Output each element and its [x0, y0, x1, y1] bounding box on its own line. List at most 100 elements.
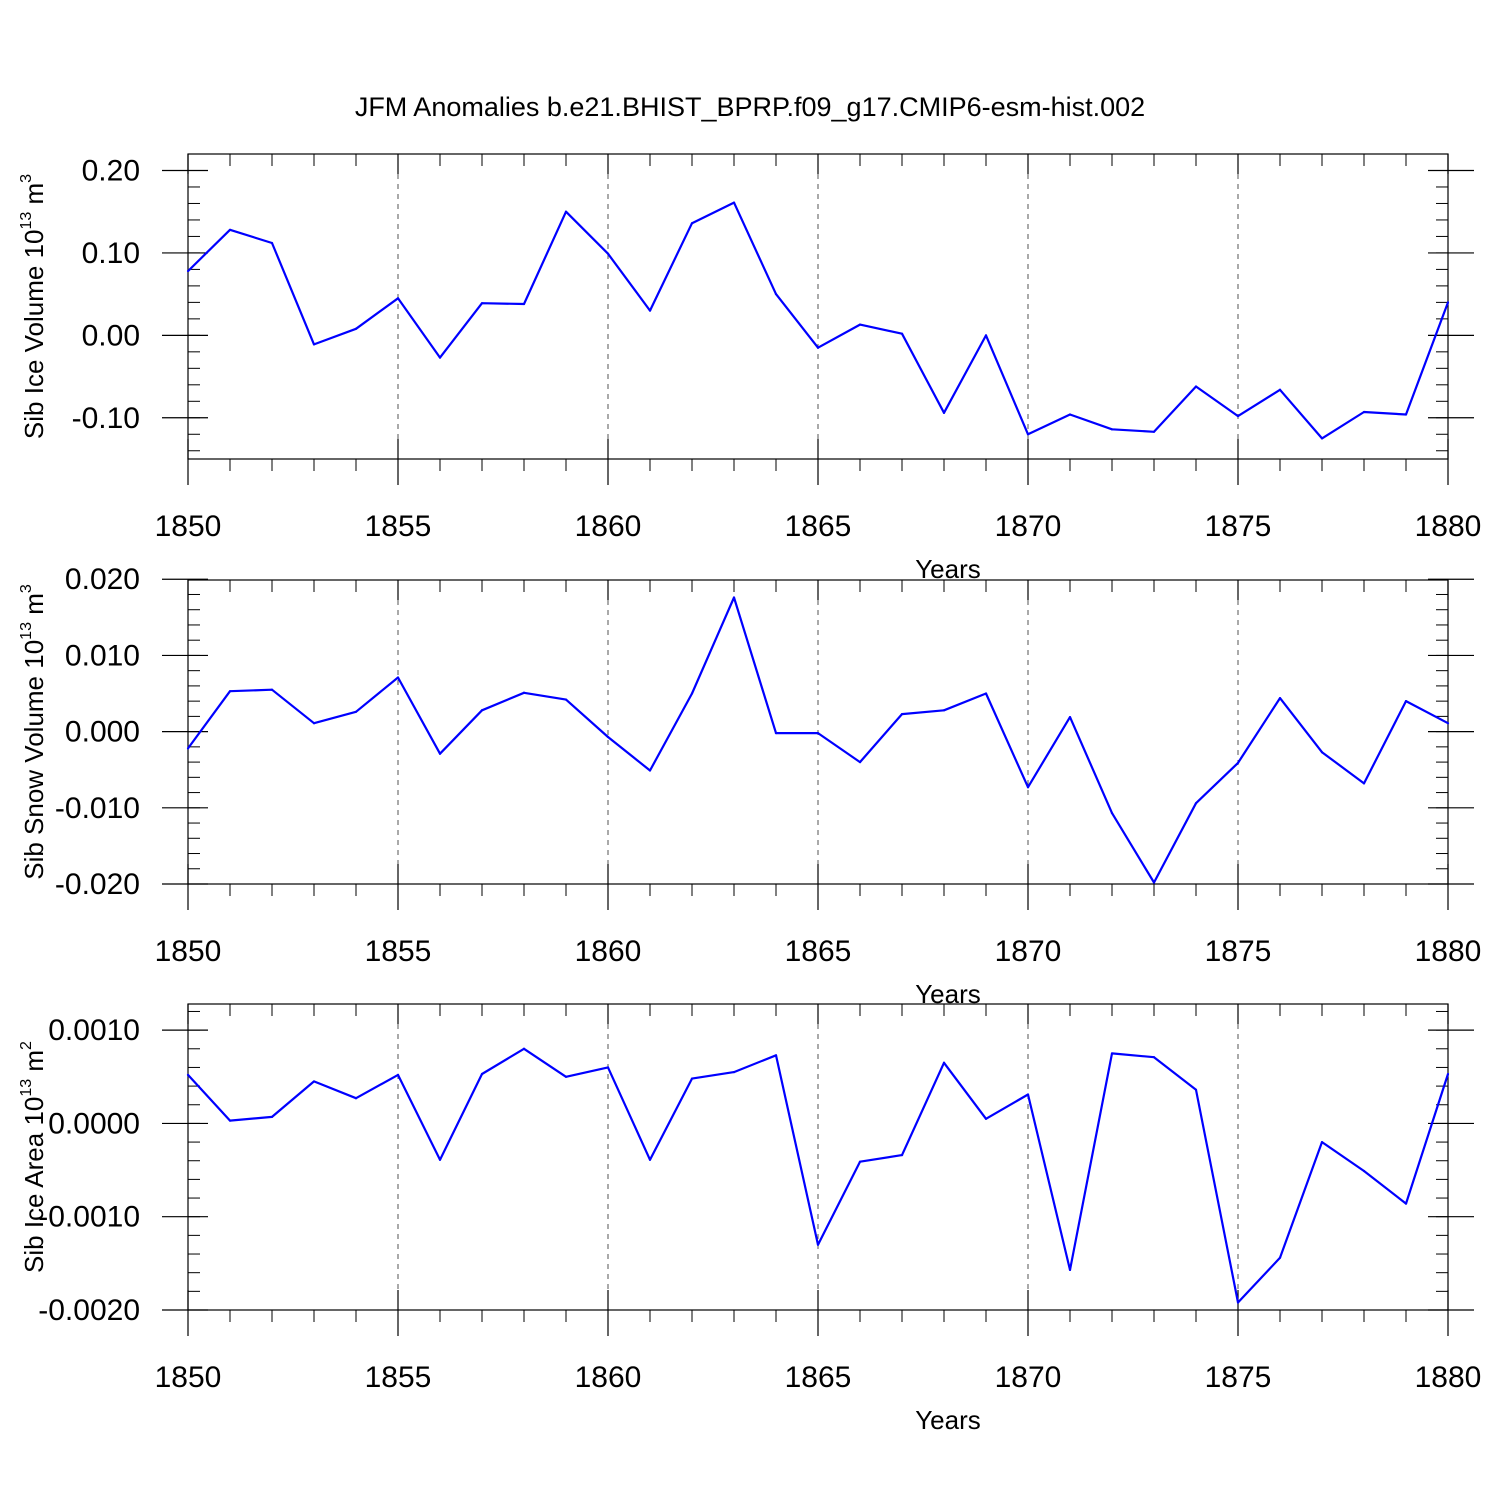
x-tick-label: 1875 [1205, 1361, 1272, 1394]
data-point [816, 346, 820, 349]
data-point [732, 596, 736, 599]
data-point [816, 732, 820, 735]
data-point [942, 1061, 946, 1064]
data-point [1068, 1268, 1072, 1271]
data-point [1446, 301, 1450, 304]
data-point [312, 1080, 316, 1083]
data-point [1446, 722, 1450, 725]
data-point [900, 1154, 904, 1157]
x-tick-label: 1860 [575, 1361, 642, 1394]
data-point [606, 252, 610, 255]
data-point [1320, 1140, 1324, 1144]
data-point [270, 241, 274, 245]
x-tick-label: 1870 [995, 510, 1062, 543]
x-tick-label: 1870 [995, 1361, 1062, 1394]
data-point [900, 332, 904, 335]
data-point [522, 691, 526, 694]
data-point [732, 1071, 736, 1074]
data-point [816, 1243, 820, 1246]
data-point [606, 735, 610, 739]
data-point [312, 343, 316, 346]
data-point [732, 201, 736, 204]
y-tick-label: 0.0000 [48, 1107, 140, 1140]
x-tick-label: 1875 [1205, 935, 1272, 968]
x-tick-label: 1850 [155, 1361, 222, 1394]
data-point [438, 752, 442, 755]
data-point [522, 302, 526, 306]
data-point [984, 334, 988, 337]
data-point [480, 1072, 484, 1076]
x-tick-label: 1865 [785, 935, 852, 968]
data-point [480, 709, 484, 712]
x-axis-label: Years [915, 1405, 981, 1435]
data-point [606, 1066, 610, 1069]
x-tick-label: 1855 [365, 935, 432, 968]
data-point [774, 293, 778, 296]
data-point [1026, 433, 1030, 436]
panel-ice-volume: 0.20 0.10 0.00 -0.10 1850 1855 1860 1865 1870 187… [18, 153, 1481, 584]
data-point [858, 323, 862, 326]
x-tick-label: 1855 [365, 1361, 432, 1394]
panel-snow-volume: 0.020 0.010 0.000 -0.010 -0.020 1850 1855 1860 1… [18, 563, 1481, 1009]
y-tick-label: -0.0020 [38, 1294, 140, 1327]
y-tick-label: 0.000 [65, 716, 140, 749]
data-point [942, 411, 946, 414]
data-point [984, 692, 988, 695]
data-point [648, 769, 652, 772]
data-point [1236, 761, 1240, 764]
data-point [354, 327, 358, 330]
data-point [1320, 437, 1324, 440]
data-point [1110, 1052, 1114, 1055]
x-tick-label: 1860 [575, 935, 642, 968]
x-tick-label: 1850 [155, 510, 222, 543]
data-point [858, 760, 862, 764]
data-point [648, 309, 652, 312]
data-point [1362, 410, 1366, 414]
x-tick-label: 1880 [1415, 935, 1482, 968]
data-point [648, 1158, 652, 1161]
data-point [690, 222, 694, 225]
data-point [270, 1115, 274, 1118]
x-tick-label: 1875 [1205, 510, 1272, 543]
data-point [1446, 1072, 1450, 1076]
data-point [690, 692, 694, 695]
x-tick-label: 1860 [575, 510, 642, 543]
data-point [228, 1119, 232, 1122]
y-axis-label: Sib Snow Volume 1013 m3 [18, 584, 49, 880]
y-axis-label: Sib Ice Area 1013 m2 [18, 1041, 49, 1273]
y-tick-label: 0.010 [65, 639, 140, 672]
data-point [1152, 881, 1156, 884]
data-point [1152, 1056, 1156, 1059]
data-point [1026, 786, 1030, 789]
data-point [1110, 428, 1114, 431]
data-point [1194, 1088, 1198, 1091]
data-point [1152, 430, 1156, 433]
x-tick-label: 1865 [785, 510, 852, 543]
data-point [396, 1073, 400, 1077]
data-point [1026, 1093, 1030, 1096]
panel-ice-area: 0.0010 0.0000 -0.0010 -0.0020 1850 1855 1860 18… [18, 1003, 1481, 1435]
chart-title: JFM Anomalies b.e21.BHIST_BPRP.f09_g17.C… [355, 92, 1145, 122]
y-tick-label: -0.0010 [38, 1201, 140, 1234]
y-tick-label: -0.020 [55, 868, 140, 901]
data-point [564, 1075, 568, 1078]
x-tick-label: 1850 [155, 935, 222, 968]
data-point [396, 297, 400, 300]
x-tick-label: 1865 [785, 1361, 852, 1394]
data-point [312, 722, 316, 725]
x-tick-label: 1870 [995, 935, 1062, 968]
y-tick-label: 0.0010 [48, 1014, 140, 1047]
data-point [1404, 700, 1408, 703]
data-point [1320, 751, 1324, 754]
y-axis-label: Sib Ice Volume 1013 m3 [18, 174, 49, 439]
data-point [942, 709, 946, 712]
data-point [438, 1158, 442, 1161]
data-point [186, 269, 190, 273]
data-point [354, 1097, 358, 1100]
data-point [1236, 415, 1240, 418]
data-point [1236, 1301, 1240, 1304]
y-tick-label: 0.20 [82, 154, 140, 187]
x-axis-label: Years [915, 554, 981, 584]
y-tick-label: 0.00 [82, 319, 140, 352]
